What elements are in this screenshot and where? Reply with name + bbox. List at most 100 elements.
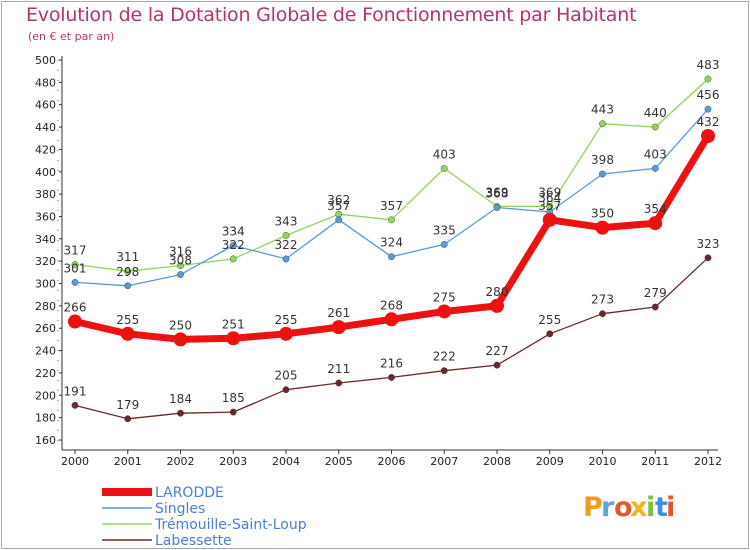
data-point-tremouille	[704, 75, 712, 83]
data-label-labessette: 222	[433, 350, 456, 364]
y-tick-label: 180	[35, 412, 56, 425]
data-point-labessette	[440, 367, 448, 375]
legend: LARODDESinglesTrémouille-Saint-LoupLabes…	[102, 485, 307, 549]
y-tick-label: 260	[35, 322, 56, 335]
data-point-singles	[124, 282, 132, 290]
data-point-larodde	[173, 332, 188, 347]
x-tick-label: 2002	[167, 455, 195, 468]
data-point-tremouille	[599, 120, 606, 128]
y-tick-label: 420	[35, 143, 56, 156]
data-point-larodde	[384, 312, 399, 327]
y-tick-label: 380	[35, 188, 56, 201]
data-label-larodde: 266	[64, 301, 87, 315]
data-point-labessette	[546, 330, 554, 338]
series-lines	[68, 75, 715, 423]
data-label-singles: 335	[433, 223, 456, 237]
data-point-larodde	[120, 326, 135, 341]
data-label-singles: 403	[644, 147, 667, 161]
data-label-labessette: 179	[116, 398, 139, 412]
data-label-larodde: 357	[538, 199, 561, 213]
data-label-tremouille: 483	[697, 58, 720, 72]
x-tick-label: 2006	[378, 455, 406, 468]
legend-label-tremouille: Trémouille-Saint-Loup	[154, 517, 307, 533]
data-point-labessette	[493, 361, 501, 369]
data-label-tremouille: 322	[222, 238, 245, 252]
data-point-larodde	[68, 314, 82, 329]
legend-label-labessette: Labessette	[155, 533, 232, 549]
data-point-tremouille	[71, 261, 79, 268]
legend-label-singles: Singles	[155, 501, 205, 517]
data-label-tremouille: 440	[644, 106, 667, 120]
x-tick-label: 2011	[641, 455, 669, 468]
data-point-larodde	[595, 220, 610, 235]
data-point-labessette	[388, 374, 395, 381]
data-label-singles: 301	[64, 261, 87, 275]
data-point-tremouille	[177, 262, 184, 270]
data-label-larodde: 250	[169, 318, 192, 332]
data-label-labessette: 255	[538, 313, 561, 327]
logo-letter: t	[655, 492, 668, 523]
y-tick-label: 440	[35, 121, 56, 134]
data-label-labessette: 184	[169, 392, 192, 406]
data-label-larodde: 350	[591, 207, 614, 221]
data-point-singles	[440, 241, 448, 248]
data-label-tremouille: 403	[433, 147, 456, 161]
data-label-singles: 324	[380, 236, 403, 250]
data-label-singles: 357	[327, 199, 350, 213]
x-tick-label: 2007	[430, 455, 458, 468]
data-point-labessette	[704, 254, 712, 262]
data-point-tremouille	[229, 255, 237, 263]
data-label-singles: 298	[116, 265, 139, 279]
logo-letter: i	[666, 492, 675, 523]
y-tick-label: 160	[35, 434, 56, 447]
data-label-tremouille: 362	[327, 193, 350, 207]
legend-label-larodde: LARODDE	[155, 485, 224, 501]
data-point-larodde	[331, 320, 346, 335]
x-tick-label: 2009	[536, 455, 564, 468]
data-label-larodde: 432	[697, 115, 720, 129]
data-label-singles: 322	[275, 238, 298, 252]
data-point-labessette	[177, 409, 184, 417]
y-tick-label: 280	[35, 300, 56, 313]
data-point-labessette	[282, 386, 290, 394]
x-tick-label: 2004	[272, 455, 300, 468]
data-label-larodde: 275	[433, 290, 456, 304]
data-label-singles: 334	[222, 225, 245, 239]
data-point-singles	[599, 170, 606, 178]
data-label-larodde: 255	[275, 313, 298, 327]
x-tick-label: 2001	[114, 455, 142, 468]
data-point-larodde	[701, 129, 715, 143]
data-label-labessette: 279	[644, 286, 667, 300]
x-tick-label: 2008	[483, 455, 511, 468]
data-point-singles	[704, 105, 712, 113]
y-tick-label: 400	[35, 166, 56, 179]
data-point-larodde	[279, 326, 293, 341]
data-point-labessette	[599, 310, 606, 318]
data-point-labessette	[651, 303, 659, 311]
y-tick-label: 200	[35, 389, 56, 402]
data-point-singles	[651, 165, 659, 172]
data-label-singles: 368	[486, 187, 509, 201]
y-tick-label: 300	[35, 278, 56, 291]
data-point-larodde	[490, 298, 504, 313]
logo-letter: o	[614, 492, 633, 523]
data-point-labessette	[335, 379, 343, 387]
data-label-larodde: 255	[116, 313, 139, 327]
data-label-tremouille: 316	[169, 245, 192, 259]
x-tick-label: 2003	[219, 455, 247, 468]
y-tick-label: 220	[35, 367, 56, 380]
data-point-labessette	[229, 408, 237, 416]
data-point-tremouille	[440, 165, 448, 172]
data-label-tremouille: 369	[538, 185, 561, 199]
data-label-labessette: 323	[697, 237, 720, 251]
data-point-singles	[177, 271, 184, 278]
data-label-tremouille: 317	[64, 244, 87, 258]
y-tick-label: 240	[35, 345, 56, 358]
data-label-labessette: 205	[275, 369, 298, 383]
data-label-singles: 398	[591, 153, 614, 167]
data-label-larodde: 354	[644, 202, 667, 216]
